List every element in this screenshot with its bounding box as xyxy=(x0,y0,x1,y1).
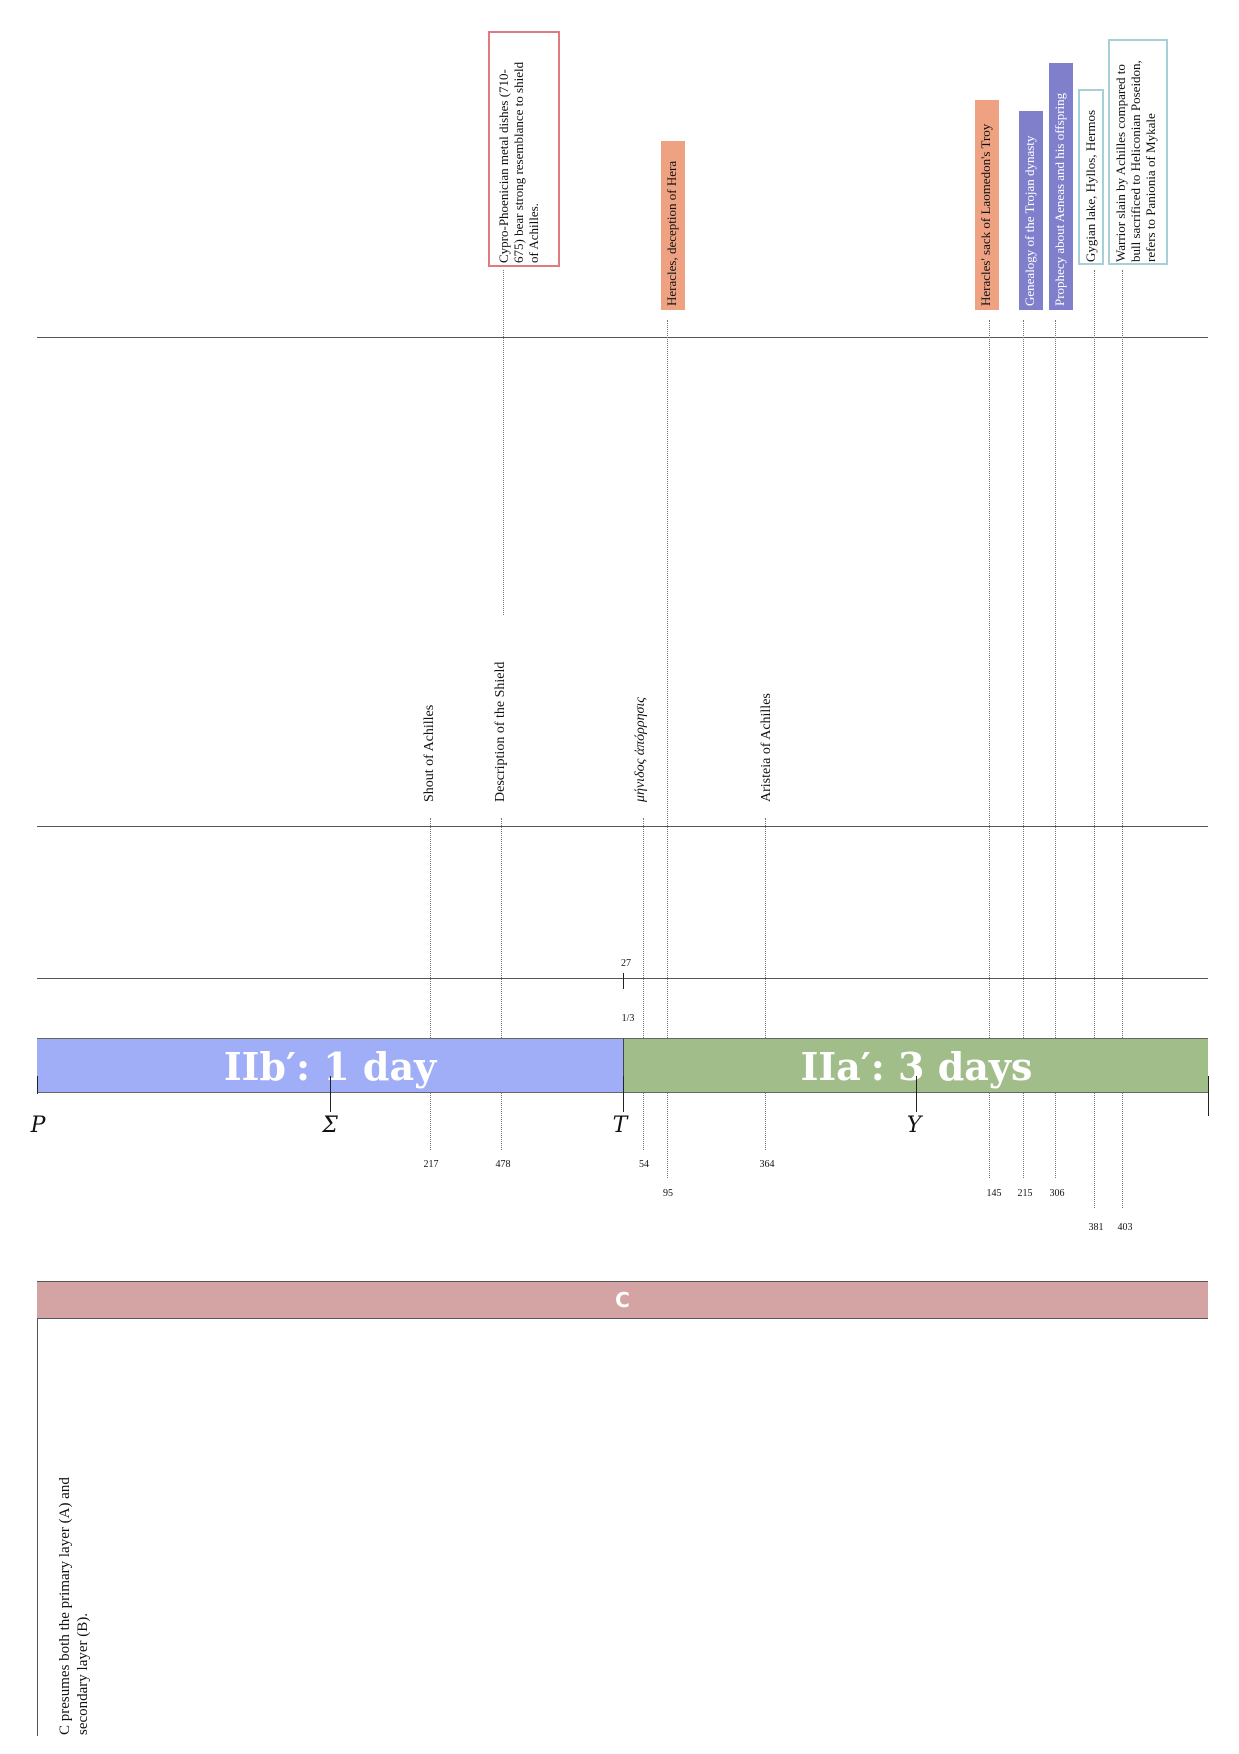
line-number-215: 215 xyxy=(1017,1188,1033,1199)
layer-c-label: C xyxy=(615,1288,630,1312)
leader-381 xyxy=(1094,270,1095,1208)
book-sigma: Σ xyxy=(322,1113,338,1138)
line-number-364: 364 xyxy=(759,1159,775,1170)
tick-upsilon xyxy=(916,1076,917,1112)
lower-divider xyxy=(37,978,1208,979)
leader-54 xyxy=(643,818,644,1150)
note-text-gygian: Gygian lake, Hyllos, Hermos xyxy=(1083,109,1098,262)
tick-sigma xyxy=(330,1076,331,1112)
note-box-gygian: Gygian lake, Hyllos, Hermos xyxy=(1078,89,1104,265)
leader-478 xyxy=(501,818,502,1150)
line-number-54: 54 xyxy=(639,1159,649,1170)
section-mark-27: 27 xyxy=(621,958,631,969)
line-number-217: 217 xyxy=(423,1159,439,1170)
section-mark-1-3: 1/3 xyxy=(621,1013,635,1024)
line-number-95: 95 xyxy=(663,1188,673,1199)
line-number-306: 306 xyxy=(1049,1188,1065,1199)
tick-p xyxy=(37,1076,38,1094)
line-number-145: 145 xyxy=(986,1188,1002,1199)
book-t: T xyxy=(612,1113,628,1138)
line-number-381: 381 xyxy=(1088,1222,1104,1233)
note-text-genealogy: Genealogy of the Trojan dynasty xyxy=(1022,135,1037,306)
note-box-genealogy: Genealogy of the Trojan dynasty xyxy=(1019,111,1043,310)
episode-shout-of-achilles: Shout of Achilles xyxy=(422,704,437,802)
book-upsilon: Υ xyxy=(906,1113,922,1138)
note-text-aeneas: Prophecy about Aeneas and his offspring xyxy=(1052,92,1067,306)
band-iia: IIa′: 3 days xyxy=(623,1038,1208,1093)
note-box-warrior: Warrior slain by Achilles compared to bu… xyxy=(1108,39,1168,265)
leader-306 xyxy=(1055,320,1056,1178)
note-text-laomedon: Heracles' sack of Laomedon's Troy xyxy=(978,123,993,306)
episode-aristeia: Aristeia of Achilles xyxy=(759,693,774,802)
leader-217 xyxy=(430,818,431,1150)
note-box-cypro-phoenician: Cypro-Phoenician metal dishes (710- 675)… xyxy=(488,31,560,267)
layer-c-left-rule xyxy=(37,1319,38,1736)
episode-description-of-shield: Description of the Shield xyxy=(493,661,508,802)
line-number-478: 478 xyxy=(495,1159,511,1170)
note-box-heracles-hera: Heracles, deception of Hera xyxy=(661,141,685,310)
leader-95 xyxy=(667,320,668,1178)
episode-meniodos-aporresis: μήνιδος ἀπόρρησις xyxy=(633,697,648,802)
top-divider xyxy=(37,337,1208,338)
tick-t xyxy=(623,1076,624,1112)
middle-divider xyxy=(37,826,1208,827)
note-text-warrior: Warrior slain by Achilles compared to bu… xyxy=(1113,60,1158,262)
note-box-laomedon: Heracles' sack of Laomedon's Troy xyxy=(975,100,999,310)
line-number-403: 403 xyxy=(1117,1222,1133,1233)
leader-cypro xyxy=(503,270,504,615)
layer-c-bar: C xyxy=(37,1281,1208,1319)
note-box-aeneas: Prophecy about Aeneas and his offspring xyxy=(1049,63,1073,310)
leader-215 xyxy=(1023,320,1024,1178)
note-text-heracles-hera: Heracles, deception of Hera xyxy=(664,160,679,306)
leader-145 xyxy=(989,320,990,1178)
tick-end xyxy=(1208,1076,1209,1116)
note-text-cypro-phoenician: Cypro-Phoenician metal dishes (710- 675)… xyxy=(496,61,541,263)
leader-364 xyxy=(765,818,766,1150)
leader-403 xyxy=(1122,270,1123,1208)
book-p: P xyxy=(30,1113,46,1138)
section-tick-27 xyxy=(623,973,624,989)
layer-c-note: C presumes both the primary layer (A) an… xyxy=(57,1477,91,1735)
